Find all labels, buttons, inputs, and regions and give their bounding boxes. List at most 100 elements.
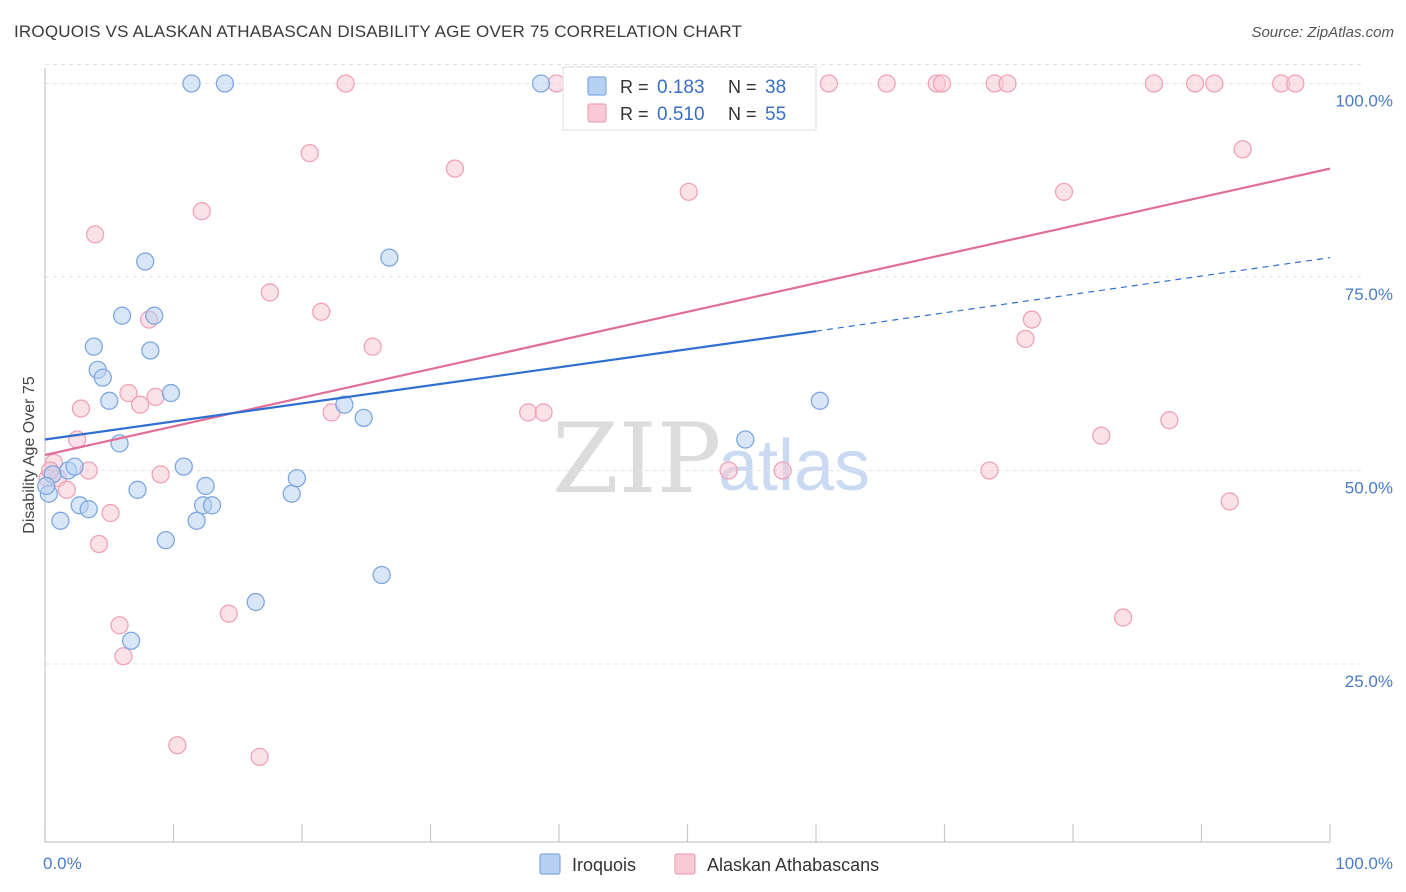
y-tick-labels: 100.0% 75.0% 50.0% 25.0% (1335, 91, 1393, 691)
data-point (130, 395, 150, 414)
y-tick-label: 25.0% (1345, 672, 1393, 691)
data-point (146, 387, 165, 407)
data-point (335, 395, 354, 414)
data-point (79, 500, 98, 519)
data-point (363, 337, 382, 356)
data-point (1160, 411, 1179, 430)
data-point (372, 565, 391, 585)
data-point (932, 74, 952, 93)
data-point (128, 480, 147, 499)
data-point (1054, 182, 1074, 201)
data-point (354, 408, 373, 427)
y-tick-label: 75.0% (1345, 285, 1393, 304)
data-point (679, 182, 698, 201)
data-point (260, 283, 280, 302)
data-point (219, 604, 238, 623)
data-point (312, 302, 331, 321)
trend-line-iroquois (44, 330, 817, 441)
legend-label: Alaskan Athabascans (707, 855, 879, 875)
stats-n-label: N = (728, 77, 757, 97)
data-point (187, 511, 206, 530)
data-point (85, 225, 105, 244)
data-point (112, 306, 132, 325)
chart-source: Source: ZipAtlas.com (1251, 24, 1394, 41)
y-axis-label: Disability Age Over 75 (21, 376, 38, 534)
legend-swatch (674, 853, 696, 875)
stats-legend: R = 0.183 N = 38 R = 0.510 N = 55 (562, 66, 817, 131)
data-point (810, 391, 830, 410)
data-point (1233, 140, 1252, 159)
trend-lines (44, 167, 1331, 457)
x-tick-label-max: 100.0% (1335, 854, 1393, 873)
data-point (980, 461, 999, 480)
data-point (161, 383, 181, 403)
stats-n-label: N = (728, 104, 757, 124)
data-point (114, 647, 133, 666)
data-point (168, 736, 187, 755)
data-point (1016, 329, 1035, 349)
data-point (819, 74, 838, 93)
watermark-zip: ZIP (552, 403, 721, 515)
data-point (1022, 310, 1042, 329)
watermark: ZIP atlas (552, 403, 870, 515)
data-point (300, 143, 319, 163)
data-point (287, 469, 307, 488)
stats-r-label: R = (620, 104, 649, 124)
data-point (192, 202, 211, 221)
data-point (202, 496, 222, 515)
data-point (445, 159, 465, 178)
data-point (1185, 74, 1205, 93)
y-tick-label: 50.0% (1345, 478, 1393, 497)
data-point (57, 480, 76, 499)
data-point (773, 461, 792, 480)
stats-n-value: 55 (765, 104, 786, 125)
data-point (196, 476, 215, 496)
data-point (156, 530, 175, 550)
x-tick-label-min: 0.0% (43, 854, 82, 873)
data-point (89, 534, 109, 554)
data-point (519, 403, 538, 422)
data-point (719, 461, 738, 480)
data-point (110, 616, 129, 635)
x-tick-labels: 0.0% 100.0% (43, 854, 1393, 873)
data-point (877, 74, 896, 93)
trend-line-alaskan (44, 167, 1331, 457)
stats-swatch (587, 103, 607, 123)
data-point (93, 368, 112, 387)
data-point (174, 457, 193, 476)
data-point (380, 248, 399, 267)
data-point (282, 484, 301, 503)
data-point (145, 306, 164, 325)
data-point (141, 341, 160, 360)
data-point (37, 476, 56, 496)
data-point (736, 430, 755, 449)
stats-r-label: R = (620, 77, 649, 97)
data-point (119, 383, 138, 403)
data-point (1092, 426, 1111, 445)
y-tick-label: 100.0% (1335, 91, 1393, 110)
data-point (246, 592, 265, 612)
data-point (1205, 74, 1224, 93)
data-point (531, 74, 551, 93)
chart-title: IROQUOIS VS ALASKAN ATHABASCAN DISABILIT… (14, 22, 743, 41)
data-point (71, 399, 91, 418)
legend-swatch (539, 853, 561, 875)
data-point (65, 457, 84, 476)
series-legend: Iroquois Alaskan Athabascans (539, 853, 879, 875)
data-point (1286, 74, 1305, 93)
data-point (1113, 608, 1133, 627)
data-point (250, 747, 269, 767)
data-point (100, 391, 119, 410)
data-point (151, 465, 170, 484)
data-point (998, 74, 1017, 93)
data-point (136, 252, 155, 271)
data-points (37, 74, 1305, 767)
stats-r-value: 0.510 (657, 104, 705, 125)
data-point (51, 511, 70, 530)
data-point (101, 503, 120, 523)
data-point (1220, 492, 1239, 511)
data-point (182, 74, 201, 93)
data-point (84, 337, 103, 356)
trend-line-iroquois-extension (815, 257, 1331, 332)
